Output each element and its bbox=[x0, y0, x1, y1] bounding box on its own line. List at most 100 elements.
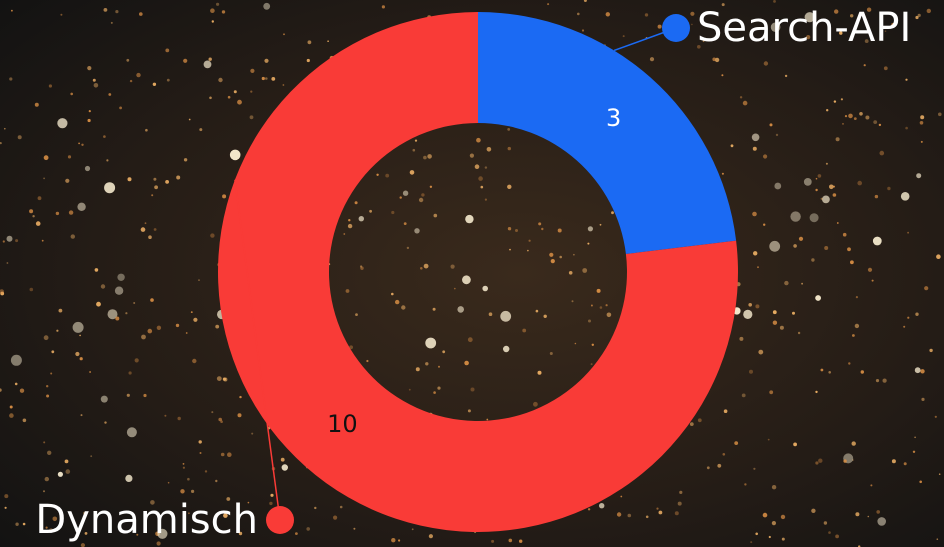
light bbox=[721, 172, 724, 175]
light bbox=[854, 323, 860, 329]
light bbox=[106, 159, 109, 162]
light bbox=[103, 7, 108, 12]
light bbox=[507, 127, 511, 131]
light bbox=[84, 165, 91, 172]
light bbox=[528, 239, 531, 242]
light bbox=[208, 57, 212, 61]
light bbox=[903, 325, 906, 328]
light bbox=[620, 495, 623, 498]
light bbox=[427, 154, 432, 159]
light bbox=[839, 31, 843, 35]
light bbox=[755, 304, 760, 309]
light bbox=[557, 228, 562, 233]
light bbox=[153, 228, 157, 231]
light bbox=[887, 186, 891, 191]
light bbox=[100, 395, 108, 403]
light bbox=[859, 112, 863, 116]
light bbox=[677, 501, 682, 506]
light bbox=[803, 178, 812, 186]
light bbox=[599, 306, 603, 309]
light bbox=[270, 493, 274, 497]
light bbox=[771, 485, 777, 490]
light bbox=[415, 367, 420, 372]
light bbox=[657, 24, 662, 29]
light bbox=[211, 411, 214, 414]
light bbox=[775, 133, 779, 137]
light bbox=[87, 118, 91, 123]
light bbox=[192, 358, 197, 364]
light bbox=[37, 196, 42, 201]
light bbox=[193, 317, 198, 322]
light bbox=[115, 10, 119, 14]
light bbox=[182, 466, 185, 469]
light bbox=[2, 240, 5, 243]
legend-label: Search-API bbox=[697, 5, 911, 51]
light bbox=[914, 367, 921, 374]
light bbox=[573, 253, 575, 256]
light bbox=[605, 12, 610, 17]
value-label: 10 bbox=[327, 410, 358, 438]
light bbox=[77, 202, 86, 211]
light bbox=[412, 148, 416, 152]
value-label: 3 bbox=[606, 104, 621, 132]
light bbox=[824, 246, 829, 250]
light bbox=[606, 312, 612, 318]
light bbox=[128, 371, 132, 375]
callout-line bbox=[234, 179, 281, 521]
light bbox=[770, 22, 781, 32]
light bbox=[182, 463, 185, 465]
light bbox=[429, 185, 433, 188]
light bbox=[679, 490, 683, 494]
light bbox=[238, 531, 243, 536]
light bbox=[339, 505, 343, 509]
light bbox=[119, 106, 122, 110]
light bbox=[574, 342, 577, 345]
light bbox=[851, 441, 856, 446]
light bbox=[376, 173, 379, 176]
light bbox=[150, 500, 155, 505]
light bbox=[0, 388, 2, 392]
light bbox=[381, 5, 385, 9]
light bbox=[857, 180, 862, 186]
light bbox=[307, 40, 312, 45]
light bbox=[519, 539, 523, 543]
light bbox=[399, 196, 402, 199]
light bbox=[772, 320, 778, 325]
light bbox=[884, 30, 887, 32]
light bbox=[454, 287, 456, 290]
light bbox=[915, 15, 919, 20]
light bbox=[80, 543, 85, 547]
light bbox=[210, 233, 215, 238]
light bbox=[767, 438, 770, 441]
light bbox=[798, 236, 804, 241]
light bbox=[215, 324, 220, 329]
light bbox=[872, 236, 882, 246]
light bbox=[815, 295, 821, 301]
light bbox=[867, 267, 873, 272]
light bbox=[6, 262, 9, 264]
light bbox=[418, 197, 424, 203]
light bbox=[133, 302, 136, 304]
light bbox=[306, 527, 311, 531]
light bbox=[751, 133, 760, 142]
light bbox=[583, 0, 587, 2]
light bbox=[425, 337, 437, 349]
light bbox=[147, 328, 153, 334]
light bbox=[221, 10, 226, 14]
light bbox=[721, 3, 725, 7]
light bbox=[385, 173, 390, 178]
light bbox=[721, 74, 724, 77]
light bbox=[873, 120, 878, 124]
light bbox=[599, 223, 602, 226]
light bbox=[828, 531, 831, 534]
light bbox=[19, 388, 25, 393]
light bbox=[67, 155, 72, 159]
light bbox=[183, 158, 188, 162]
light bbox=[792, 311, 795, 315]
light bbox=[734, 441, 739, 445]
light bbox=[233, 90, 237, 94]
light bbox=[226, 497, 231, 501]
light bbox=[801, 282, 803, 285]
light bbox=[43, 155, 49, 161]
light bbox=[864, 39, 869, 43]
